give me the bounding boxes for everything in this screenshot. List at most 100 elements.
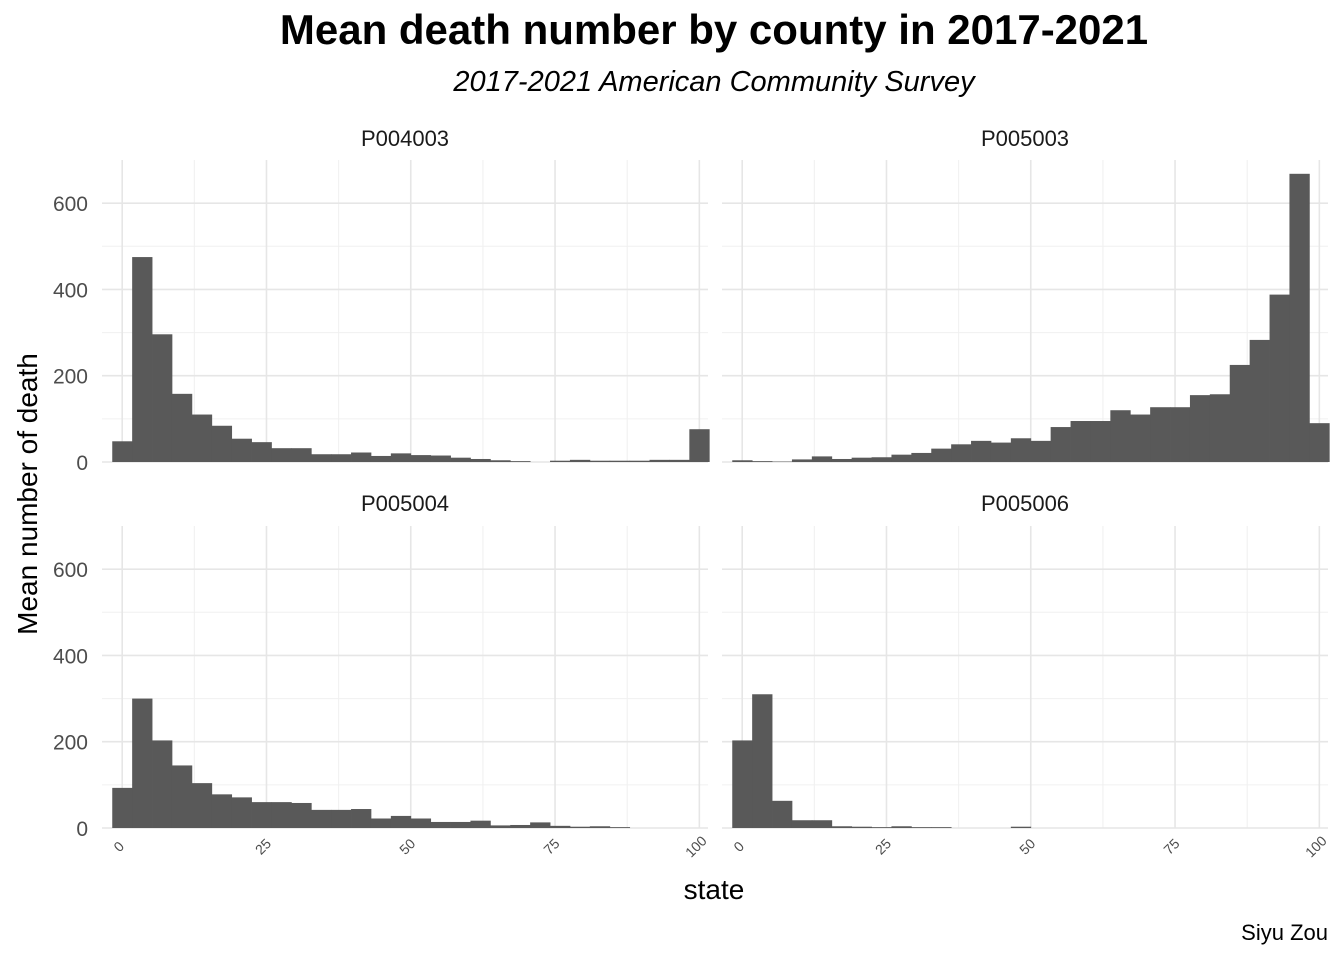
histogram-bar — [1010, 438, 1032, 462]
histogram-bar — [752, 694, 773, 828]
histogram-bar — [931, 827, 952, 828]
histogram-bar — [569, 459, 591, 462]
histogram-bar — [1070, 421, 1091, 462]
histogram-bar — [1269, 294, 1290, 462]
facet-panel: P004003 0 200 400 600 — [53, 126, 710, 475]
histogram-bar — [589, 460, 611, 462]
histogram-bar — [530, 822, 551, 828]
histogram-bar — [410, 455, 432, 462]
histogram-bar — [871, 827, 892, 828]
histogram-bar — [450, 821, 471, 828]
histogram-bar — [831, 826, 853, 828]
x-tick-label: 25 — [872, 835, 894, 857]
histogram-bar — [390, 815, 412, 828]
histogram-bar — [891, 454, 912, 462]
histogram-bar — [1090, 421, 1111, 462]
histogram-bar — [351, 452, 372, 462]
histogram-bar — [791, 820, 813, 828]
chart-title: Mean death number by county in 2017-2021 — [279, 6, 1149, 53]
histogram-bar — [291, 448, 312, 462]
histogram-bar — [311, 809, 332, 828]
y-tick-label: 600 — [53, 193, 88, 216]
facet-label: P005004 — [361, 491, 449, 516]
histogram-bar — [370, 455, 392, 462]
histogram-bar — [951, 444, 972, 462]
histogram-bar — [1289, 173, 1310, 462]
histogram-bar — [191, 414, 213, 462]
facet-label: P005006 — [981, 491, 1069, 516]
histogram-bar — [370, 818, 392, 828]
y-tick-label: 400 — [53, 645, 88, 668]
histogram-bar — [550, 825, 571, 828]
histogram-bar — [271, 448, 292, 462]
histogram-bar — [152, 740, 173, 828]
histogram-bar — [1309, 423, 1330, 462]
histogram-bar — [891, 826, 912, 828]
histogram-bar — [811, 820, 833, 828]
x-tick-label: 0 — [730, 838, 747, 855]
x-tick-label: 100 — [682, 832, 710, 860]
x-tick-label: 25 — [252, 835, 274, 857]
histogram-bar — [732, 740, 753, 828]
histogram-bar — [410, 818, 432, 828]
histogram-bar — [1150, 407, 1171, 462]
histogram-bar — [550, 460, 571, 462]
histogram-bar — [112, 787, 133, 828]
histogram-bar — [171, 393, 193, 462]
histogram-bar — [629, 460, 650, 462]
histogram-bar — [390, 453, 412, 462]
histogram-bar — [851, 457, 872, 462]
x-tick-label: 75 — [1160, 835, 1182, 857]
y-tick-label: 200 — [53, 366, 88, 389]
histogram-bar — [569, 826, 591, 828]
histogram-bar — [171, 765, 193, 828]
x-tick-label: 0 — [110, 838, 127, 855]
facet-panel: P005003 — [722, 126, 1330, 463]
histogram-bar — [490, 460, 511, 462]
histogram-bar — [191, 783, 213, 828]
histogram-bar — [231, 797, 252, 828]
histogram-bar — [470, 820, 491, 828]
histogram-bar — [1170, 407, 1191, 462]
histogram-bar — [132, 257, 153, 462]
histogram-bar — [1030, 440, 1052, 462]
histogram-bar — [251, 442, 272, 462]
histogram-bar — [1249, 339, 1270, 462]
chart-subtitle: 2017-2021 American Community Survey — [453, 66, 975, 98]
histogram-bar — [450, 457, 471, 462]
x-tick-label: 75 — [540, 835, 562, 857]
y-tick-label: 400 — [53, 279, 88, 302]
histogram-bar — [871, 457, 892, 462]
histogram-bar — [851, 826, 872, 828]
histogram-bar — [990, 442, 1012, 462]
facet-panel: P005006 0 25 50 75 100 — [722, 491, 1330, 860]
x-axis-label: state — [683, 874, 745, 905]
x-tick-label: 50 — [1016, 835, 1038, 857]
facet-label: P004003 — [361, 126, 449, 151]
histogram-bar — [831, 458, 853, 462]
histogram-bar — [132, 698, 153, 828]
histogram-bar — [649, 459, 670, 462]
histogram-bar — [752, 461, 773, 462]
histogram-bar — [1010, 826, 1032, 828]
chart-caption: Siyu Zou — [1241, 920, 1328, 945]
x-tick-label: 100 — [1302, 832, 1330, 860]
histogram-bar — [811, 456, 833, 462]
histogram-bar — [510, 461, 531, 462]
histogram-bar — [430, 821, 451, 828]
histogram-bar — [971, 440, 992, 462]
histogram-bar — [1229, 364, 1251, 462]
histogram-bar — [689, 429, 710, 462]
histogram-bar — [211, 794, 233, 828]
histogram-bar — [271, 802, 292, 828]
histogram-bar — [1189, 395, 1211, 462]
histogram-bar — [251, 802, 272, 828]
y-tick-label: 0 — [76, 818, 88, 841]
histogram-bar — [772, 800, 793, 828]
histogram-bar — [231, 438, 252, 462]
histogram-bar — [1209, 394, 1231, 462]
histogram-bar — [470, 458, 491, 462]
histogram-bar — [1110, 410, 1131, 462]
y-tick-label: 600 — [53, 559, 88, 582]
facet-label: P005003 — [981, 126, 1069, 151]
